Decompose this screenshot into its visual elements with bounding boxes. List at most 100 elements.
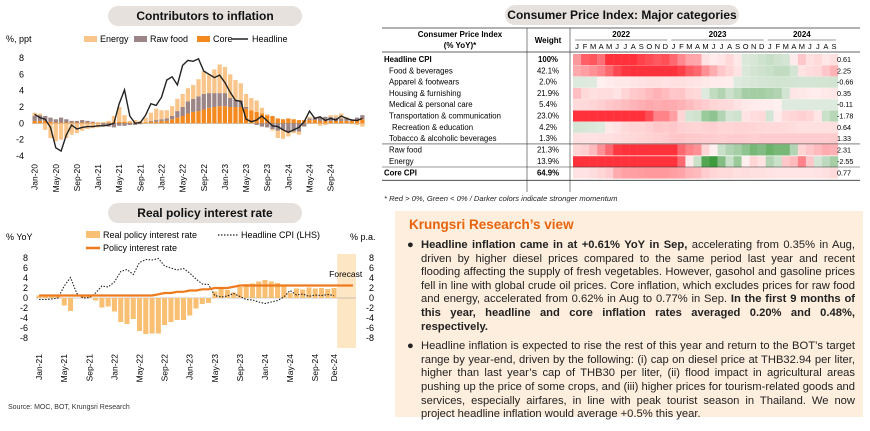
heat-cell (821, 87, 831, 99)
core-bar (354, 120, 360, 124)
heat-cell (637, 99, 646, 111)
real-rate-bar (149, 298, 155, 334)
heat-cell (805, 167, 815, 179)
cpi-footnote: * Red > 0%, Green < 0% / Darker colors i… (384, 194, 618, 203)
real-rate-bar (275, 283, 281, 298)
raw-food-bar (80, 120, 85, 123)
y-tick-label-right: 6 (369, 263, 374, 273)
raw-food-bar (48, 117, 53, 122)
core-bar (154, 121, 159, 124)
heat-cell (709, 65, 718, 77)
raw-food-bar (228, 98, 233, 107)
energy-bar (323, 123, 328, 125)
heat-cell (741, 76, 750, 88)
core-bar (159, 120, 164, 124)
legend-label-2: Core (213, 34, 233, 44)
energy-bar (143, 117, 148, 123)
month-label: M (590, 42, 596, 51)
heat-cell (781, 110, 791, 122)
y-tick-label-left: 4 (23, 273, 28, 283)
heat-cell (749, 76, 758, 88)
heat-cell (573, 76, 582, 88)
heat-cell (637, 121, 646, 133)
energy-bar (43, 123, 48, 130)
energy-bar (180, 93, 185, 107)
core-bar (164, 120, 169, 124)
x-tick-label: Dec-24 (329, 354, 339, 382)
month-label: J (623, 42, 627, 51)
heat-cell (685, 99, 694, 111)
core-bar (201, 109, 206, 124)
raw-food-bar (58, 117, 64, 123)
heat-cell (597, 110, 606, 122)
legend-swatch-2 (197, 36, 210, 42)
raw-food-bar (317, 117, 323, 121)
heat-cell (749, 110, 758, 122)
heat-cell (813, 54, 823, 66)
x-tick-label: May-23 (241, 164, 251, 193)
month-label: M (686, 42, 692, 51)
month-label: M (702, 42, 708, 51)
right-unit: % p.a. (350, 232, 375, 242)
heat-cell (589, 87, 598, 99)
heat-cell (677, 65, 686, 77)
heat-cell (677, 121, 686, 133)
heat-cell (813, 87, 823, 99)
heat-cell (797, 156, 807, 168)
latest-value: -0.66 (837, 78, 853, 87)
heat-cell (685, 110, 694, 122)
energy-bar (233, 80, 238, 100)
raw-food-bar (191, 98, 196, 112)
heat-cell (645, 144, 654, 156)
energy-bar (132, 120, 138, 123)
heat-cell (581, 99, 590, 111)
heat-cell (765, 156, 774, 168)
heat-cell (621, 87, 630, 99)
heat-cell (581, 144, 590, 156)
raw-food-bar (206, 93, 212, 108)
core-bar (69, 122, 74, 124)
energy-bar (212, 69, 217, 94)
heat-cell (781, 54, 791, 66)
energy-bar (64, 123, 69, 139)
heat-cell (605, 167, 614, 179)
heat-cell (717, 87, 726, 99)
view-p1-text: accelerating from 0.35% in Aug, driven b… (421, 239, 855, 306)
raw-food-bar (122, 123, 127, 126)
core-bar (37, 120, 43, 124)
energy-bar (307, 116, 312, 119)
heat-cell (677, 76, 686, 88)
heat-cell (629, 65, 638, 77)
energy-bar (196, 79, 201, 97)
x-tick-label: May-22 (178, 164, 188, 193)
heat-cell (733, 110, 742, 122)
real-rate-bar (86, 296, 92, 298)
real-rate-bar (162, 298, 168, 325)
heat-cell (717, 65, 726, 77)
year-label: 2023 (709, 30, 727, 39)
legend-label-headline: Headline CPI (LHS) (241, 230, 320, 240)
real-rate-bar (218, 289, 224, 298)
headline-cpi-line (39, 257, 335, 305)
heat-cell (685, 76, 694, 88)
row-name: Apparel & footwears (389, 78, 459, 87)
raw-food-bar (154, 120, 159, 122)
energy-bar (175, 98, 180, 112)
heat-cell (717, 99, 726, 111)
heat-cell (797, 54, 807, 66)
heat-cell (805, 110, 815, 122)
real-rate-bar (105, 298, 111, 307)
heat-cell (717, 133, 726, 145)
heat-cell (645, 76, 654, 88)
raw-food-bar (243, 107, 249, 109)
heat-cell (581, 65, 590, 77)
heat-cell (685, 144, 694, 156)
energy-bar (291, 131, 296, 134)
heat-cell (677, 54, 686, 66)
heat-cell (581, 87, 590, 99)
heat-cell (813, 156, 823, 168)
heat-cell (629, 156, 638, 168)
heat-cell (677, 133, 686, 145)
heat-cell (693, 76, 702, 88)
energy-bar (111, 115, 117, 123)
